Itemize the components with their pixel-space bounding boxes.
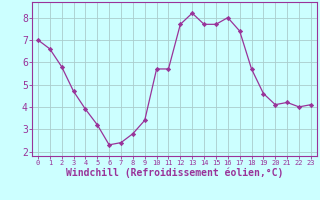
X-axis label: Windchill (Refroidissement éolien,°C): Windchill (Refroidissement éolien,°C): [66, 168, 283, 178]
